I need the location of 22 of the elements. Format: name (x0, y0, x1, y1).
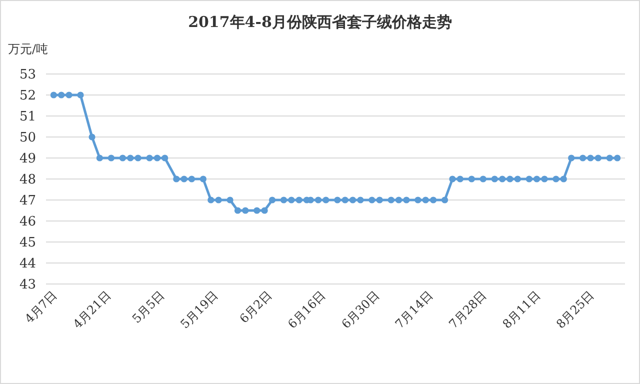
x-tick-label: 6月2日 (236, 288, 275, 326)
y-tick-label: 47 (19, 194, 36, 208)
chart-title: 2017年4-8月份陕西省套子绒价格走势 (188, 13, 452, 31)
y-tick-label: 48 (19, 172, 36, 188)
y-tick-label: 52 (19, 88, 36, 104)
y-tick-label: 44 (19, 256, 36, 272)
y-tick-label: 45 (19, 236, 36, 250)
x-tick-label: 5月5日 (129, 288, 168, 326)
x-tick-label: 6月30日 (338, 288, 382, 332)
y-tick-label: 50 (19, 130, 36, 146)
y-tick-label: 51 (19, 110, 36, 124)
y-tick-label: 53 (19, 68, 36, 82)
x-tick-label: 6月16日 (285, 288, 328, 332)
x-tick-label: 7月14日 (392, 288, 436, 332)
x-tick-label: 8月25日 (554, 288, 597, 332)
x-tick-label: 7月28日 (446, 288, 490, 332)
y-axis-title: 万元/吨 (8, 42, 48, 56)
x-tick-label: 8月11日 (500, 288, 543, 332)
y-tick-label: 49 (19, 152, 36, 166)
x-tick-label: 5月19日 (178, 288, 221, 332)
y-tick-label: 46 (19, 214, 36, 230)
x-tick-label: 4月21日 (70, 288, 114, 332)
